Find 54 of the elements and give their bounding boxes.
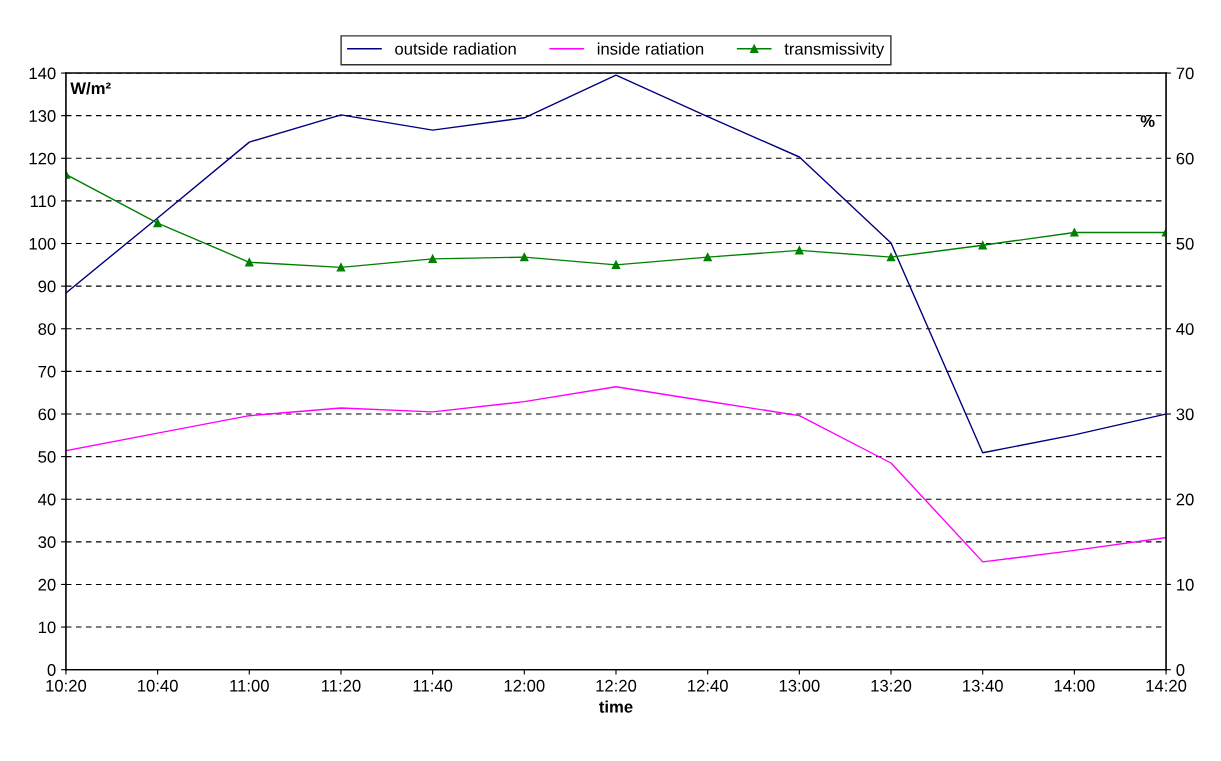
y-axis-title: W/m² [70, 82, 111, 95]
x-tick-label: 13:40 [963, 679, 1003, 692]
y2-axis-title: % [1140, 115, 1155, 128]
point [611, 260, 621, 269]
point [245, 258, 254, 267]
y-tick-label: 40 [38, 493, 56, 506]
x-tick-label: 11:20 [322, 679, 361, 692]
y-tick-label: 80 [38, 323, 56, 335]
y-tick-label: 20 [38, 578, 56, 591]
y-tick-label: 60 [38, 408, 56, 421]
point [886, 252, 896, 262]
point [703, 252, 712, 262]
x-tick-label: 12:00 [504, 679, 545, 692]
y-tick-label: 50 [38, 451, 56, 463]
x-tick-label: 10:20 [46, 679, 87, 692]
y2-tick-label: 40 [1176, 323, 1194, 335]
y2-tick-label: 50 [1176, 237, 1194, 250]
x-tick-label: 14:20 [1146, 679, 1187, 692]
y-tick-label: 90 [38, 280, 56, 293]
x-axis-title: time [599, 700, 633, 713]
y2-tick-label: 10 [1177, 578, 1194, 591]
y2-tick-label: 70 [1176, 67, 1194, 80]
y-tick-label: 120 [29, 152, 56, 165]
x-tick-label: 11:00 [230, 679, 269, 692]
point [795, 246, 804, 255]
x-tick-label: 13:00 [779, 679, 820, 692]
y-tick-label: 70 [38, 365, 56, 378]
y2-tick-label: 60 [1176, 152, 1194, 165]
x-tick-label: 13:20 [871, 679, 912, 692]
y-tick-label: 110 [30, 195, 56, 208]
y-tick-label: 0 [47, 664, 56, 676]
y-tick-label: 130 [29, 110, 56, 122]
x-tick-label: 12:20 [596, 679, 637, 692]
legend-label: inside ratiation [597, 42, 704, 55]
y2-tick-label: 20 [1176, 493, 1194, 506]
legend-label: outside radiation [395, 42, 516, 55]
line-series [65, 386, 1167, 563]
point [428, 254, 437, 264]
x-tick-label: 11:40 [413, 679, 453, 692]
x-tick-label: 12:40 [688, 679, 728, 692]
y-tick-label: 30 [38, 536, 56, 549]
point [1070, 228, 1079, 237]
y2-tick-label: 30 [1176, 408, 1194, 421]
x-tick-label: 14:00 [1054, 679, 1095, 692]
point [520, 252, 529, 262]
x-tick-label: 10:40 [138, 679, 178, 692]
y2-tick-label: 0 [1176, 664, 1185, 676]
legend-label: transmissivity [784, 42, 885, 59]
y-tick-label: 100 [29, 237, 56, 250]
point [153, 218, 162, 228]
y-tick-label: 140 [29, 67, 56, 80]
y-tick-label: 10 [38, 621, 56, 634]
point [336, 263, 346, 272]
point [978, 241, 987, 250]
